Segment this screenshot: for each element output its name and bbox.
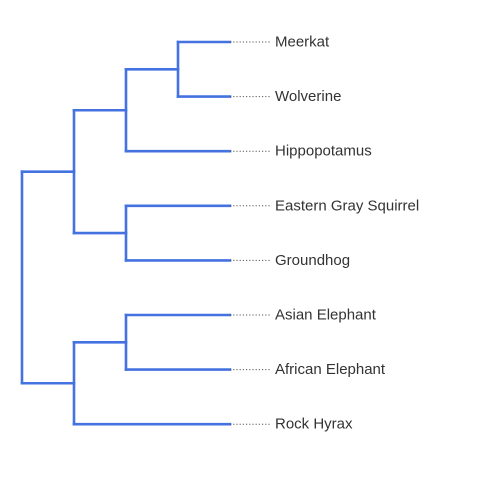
leaf-label: Eastern Gray Squirrel	[275, 197, 419, 214]
leaf-label: African Elephant	[275, 361, 386, 378]
leader-lines	[230, 41, 271, 425]
leaf-label: Rock Hyrax	[275, 416, 353, 433]
leaf-label: Groundhog	[275, 252, 350, 269]
leaf-label: Wolverine	[275, 88, 341, 105]
leaf-labels: Meerkat Wolverine Hippopotamus Eastern Gray…	[275, 34, 419, 433]
leaf-label: Meerkat	[275, 34, 330, 51]
leaf-label: Hippopotamus	[275, 143, 372, 160]
branch-lines	[20, 40, 232, 426]
leaf-label: Asian Elephant	[275, 307, 377, 324]
